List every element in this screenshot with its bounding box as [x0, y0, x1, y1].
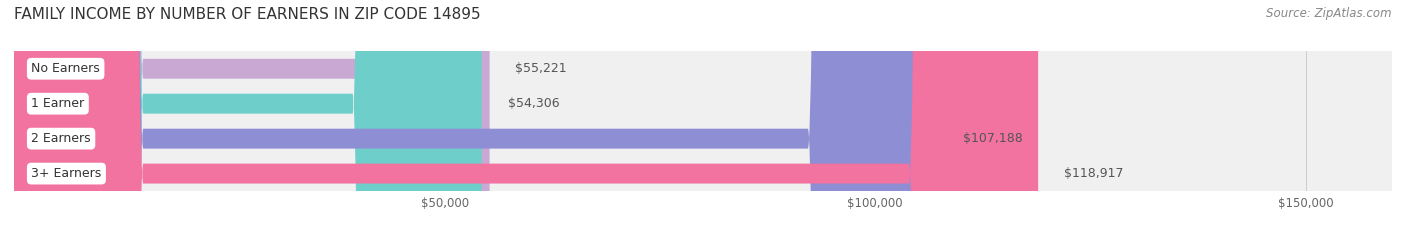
Text: 2 Earners: 2 Earners	[31, 132, 91, 145]
Text: $118,917: $118,917	[1064, 167, 1123, 180]
Bar	[14, 86, 1392, 121]
FancyBboxPatch shape	[14, 0, 1038, 233]
Text: $107,188: $107,188	[963, 132, 1022, 145]
FancyBboxPatch shape	[14, 0, 482, 233]
Bar	[14, 51, 1392, 86]
Text: $54,306: $54,306	[508, 97, 560, 110]
Text: FAMILY INCOME BY NUMBER OF EARNERS IN ZIP CODE 14895: FAMILY INCOME BY NUMBER OF EARNERS IN ZI…	[14, 7, 481, 22]
Text: 3+ Earners: 3+ Earners	[31, 167, 101, 180]
Text: No Earners: No Earners	[31, 62, 100, 75]
FancyBboxPatch shape	[14, 0, 489, 233]
Text: $55,221: $55,221	[516, 62, 567, 75]
Text: 1 Earner: 1 Earner	[31, 97, 84, 110]
Bar	[14, 121, 1392, 156]
Bar	[14, 156, 1392, 191]
FancyBboxPatch shape	[14, 0, 938, 233]
Text: Source: ZipAtlas.com: Source: ZipAtlas.com	[1267, 7, 1392, 20]
